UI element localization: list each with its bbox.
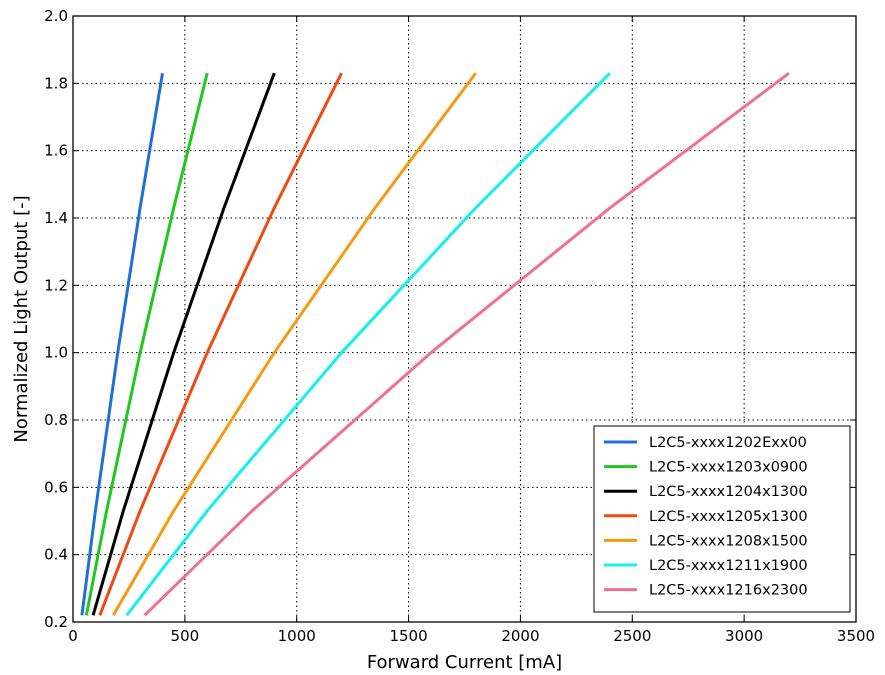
- legend-label: L2C5-xxxx1205x1300: [649, 509, 808, 525]
- legend-label: L2C5-xxxx1203x0900: [649, 460, 808, 476]
- x-tick-label: 1000: [278, 627, 316, 645]
- plot-frame: [72, 15, 857, 623]
- legend: L2C5-xxxx1202Exx00 L2C5-xxxx1203x0900 L2C5…: [593, 425, 851, 613]
- ticks: [72, 15, 857, 623]
- legend-box: [593, 425, 851, 613]
- y-tick-label: 2.0: [44, 7, 68, 25]
- legend-label: L2C5-xxxx1211x1900: [649, 558, 808, 574]
- x-tick-label: 3000: [725, 627, 763, 645]
- x-tick-label: 0: [68, 627, 78, 645]
- plot-lines: [80, 72, 790, 617]
- series-line: [125, 72, 611, 617]
- series-line: [91, 72, 276, 616]
- y-tick-label: 0.6: [44, 478, 68, 496]
- legend-label: L2C5-xxxx1202Exx00: [649, 435, 807, 451]
- y-tick-label: 0.8: [44, 411, 68, 429]
- y-tick-label: 1.0: [44, 344, 68, 362]
- y-tick-label: 0.2: [44, 613, 68, 631]
- series-line: [80, 72, 164, 616]
- x-axis-label: Forward Current [mA]: [367, 652, 562, 673]
- x-tick-label: 2000: [501, 627, 539, 645]
- y-tick-label: 1.8: [44, 74, 68, 92]
- series-line: [84, 72, 209, 616]
- y-tick-label: 1.2: [44, 276, 68, 294]
- y-tick-label: 1.6: [44, 142, 68, 160]
- legend-label: L2C5-xxxx1208x1500: [649, 533, 808, 549]
- x-tick-label: 500: [171, 627, 200, 645]
- series-line: [112, 72, 477, 617]
- legend-label: L2C5-xxxx1216x2300: [649, 583, 808, 599]
- x-tick-label: 3500: [837, 627, 875, 645]
- x-tick-label: 1500: [389, 627, 427, 645]
- series-line: [143, 72, 790, 617]
- y-tick-label: 1.4: [44, 209, 68, 227]
- y-tick-label: 0.4: [44, 546, 68, 564]
- y-axis-label: Normalized Light Output [-]: [11, 195, 32, 442]
- legend-label: L2C5-xxxx1204x1300: [649, 484, 808, 500]
- series-line: [98, 72, 343, 616]
- tick-labels: 0 500 1000 1500 2000 2500 3000 3500 0.2 0.4 0.6 0.8…: [44, 7, 875, 645]
- x-tick-label: 2500: [613, 627, 651, 645]
